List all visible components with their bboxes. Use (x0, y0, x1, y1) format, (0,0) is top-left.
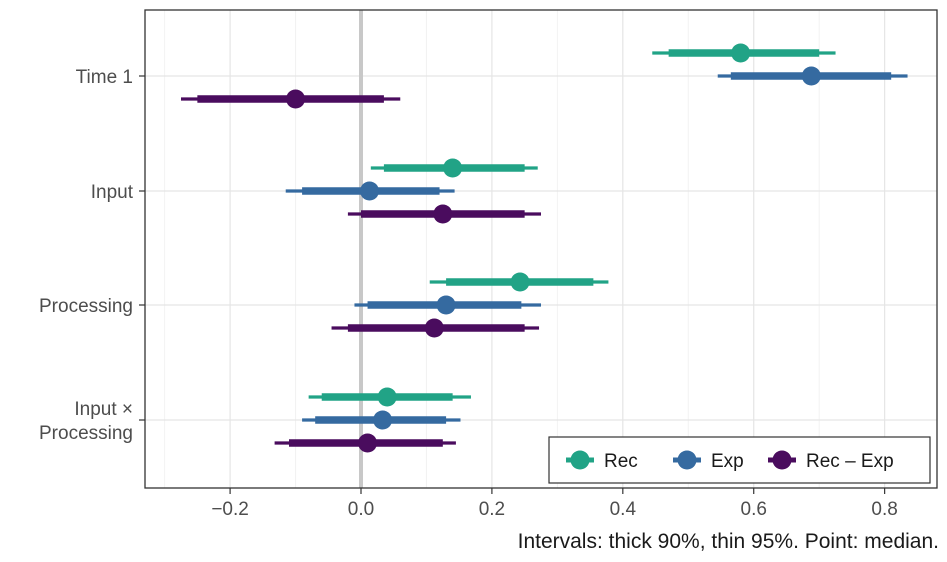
chart-caption: Intervals: thick 90%, thin 95%. Point: m… (518, 530, 939, 553)
median-point (286, 89, 306, 109)
legend-label: Rec – Exp (806, 451, 894, 472)
median-point (360, 181, 380, 201)
x-tick-label: 0.2 (479, 499, 505, 520)
legend: Rec Exp Rec – Exp (548, 436, 931, 484)
median-point (801, 66, 821, 86)
axis-layer: −0.2 0.0 0.2 0.4 0.6 0.8 Time 1 Input Processing… (39, 9, 938, 520)
y-category-label: Input × (74, 399, 133, 420)
legend-key-point (772, 450, 792, 470)
y-category-label: Processing (39, 296, 133, 317)
legend-label: Exp (711, 451, 744, 472)
median-point (358, 433, 378, 453)
x-tick-label: 0.8 (871, 499, 897, 520)
median-point (424, 318, 444, 338)
y-category-label: Processing (39, 423, 133, 444)
x-tick-label: −0.2 (211, 499, 249, 520)
median-point (377, 387, 397, 407)
legend-key-point (677, 450, 697, 470)
x-tick-label: 0.6 (741, 499, 767, 520)
y-category-label: Time 1 (76, 67, 133, 88)
median-point (433, 204, 453, 224)
legend-key-point (570, 450, 590, 470)
x-tick-label: 0.4 (610, 499, 637, 520)
x-tick-label: 0.0 (348, 499, 374, 520)
median-point (510, 272, 530, 292)
legend-label: Rec (604, 451, 638, 472)
y-category-label: Input (91, 182, 134, 203)
median-point (443, 158, 463, 178)
interval-marks-layer (181, 43, 908, 453)
legend-box (548, 436, 931, 484)
panel-border (144, 9, 938, 489)
median-point (731, 43, 751, 63)
median-point (436, 295, 456, 315)
median-point (373, 410, 393, 430)
